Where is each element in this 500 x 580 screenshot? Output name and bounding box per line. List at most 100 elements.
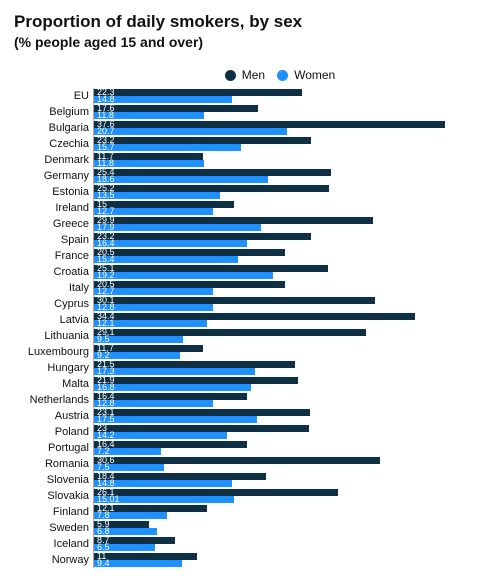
chart-row: Sweden5.96.8 — [14, 520, 486, 536]
bar-men: 23 — [94, 425, 309, 432]
bar-track: 30.67.5 — [94, 456, 486, 472]
chart-row: EU22.314.8 — [14, 88, 486, 104]
country-label: Finland — [14, 504, 94, 520]
bar-track: 20.515.4 — [94, 248, 486, 264]
bar-women: 17.3 — [94, 368, 255, 375]
bar-women: 12.7 — [94, 288, 213, 295]
legend-label-women: Women — [294, 68, 335, 82]
bar-men: 30.1 — [94, 297, 375, 304]
bar-women: 14.8 — [94, 480, 232, 487]
bar-men: 16.4 — [94, 441, 247, 448]
country-label: Lithuania — [14, 328, 94, 344]
bar-track: 25.213.5 — [94, 184, 486, 200]
country-label: Denmark — [14, 152, 94, 168]
value-women: 7.8 — [94, 512, 110, 519]
country-label: Czechia — [14, 136, 94, 152]
chart-row: Austria23.117.5 — [14, 408, 486, 424]
chart-row: Slovakia26.115.01 — [14, 488, 486, 504]
country-label: Slovakia — [14, 488, 94, 504]
bar-men: 29.9 — [94, 217, 373, 224]
value-women: 9.2 — [94, 352, 110, 359]
bar-women: 12.7 — [94, 208, 213, 215]
country-label: Luxembourg — [14, 344, 94, 360]
value-women: 6.8 — [94, 528, 110, 535]
page-subtitle: (% people aged 15 and over) — [14, 34, 486, 50]
value-women: 17.5 — [94, 416, 115, 423]
chart-row: Hungary21.517.3 — [14, 360, 486, 376]
bar-men: 20.5 — [94, 249, 285, 256]
country-label: Malta — [14, 376, 94, 392]
bar-men: 18.4 — [94, 473, 266, 480]
chart-row: Luxembourg11.79.2 — [14, 344, 486, 360]
chart-row: Belgium17.611.8 — [14, 104, 486, 120]
chart-row: Finland12.17.8 — [14, 504, 486, 520]
bar-track: 1512.7 — [94, 200, 486, 216]
chart-row: Slovenia18.414.8 — [14, 472, 486, 488]
bar-men: 37.6 — [94, 121, 445, 128]
chart-row: Poland2314.2 — [14, 424, 486, 440]
country-label: Hungary — [14, 360, 94, 376]
chart-row: Bulgaria37.620.7 — [14, 120, 486, 136]
value-women: 19.2 — [94, 272, 115, 279]
chart-row: Lithuania29.19.5 — [14, 328, 486, 344]
value-women: 7.2 — [94, 448, 110, 455]
bar-men: 23.2 — [94, 233, 311, 240]
bar-men: 22.3 — [94, 89, 302, 96]
bar-women: 14.8 — [94, 96, 232, 103]
bar-track: 34.412.1 — [94, 312, 486, 328]
chart-row: France20.515.4 — [14, 248, 486, 264]
bar-track: 17.611.8 — [94, 104, 486, 120]
chart-row: Netherlands16.412.8 — [14, 392, 486, 408]
bar-track: 16.47.2 — [94, 440, 486, 456]
bar-men: 25.1 — [94, 265, 328, 272]
bar-track: 2314.2 — [94, 424, 486, 440]
bar-men: 21.9 — [94, 377, 298, 384]
legend-label-men: Men — [242, 68, 265, 82]
country-label: Belgium — [14, 104, 94, 120]
value-women: 12.8 — [94, 304, 115, 311]
country-label: Spain — [14, 232, 94, 248]
bar-men: 29.1 — [94, 329, 366, 336]
bar-women: 12.8 — [94, 400, 213, 407]
bar-men: 23.1 — [94, 409, 310, 416]
value-women: 14.8 — [94, 480, 115, 487]
chart-row: Romania30.67.5 — [14, 456, 486, 472]
bar-women: 19.2 — [94, 272, 273, 279]
bar-men: 26.1 — [94, 489, 338, 496]
value-women: 13.5 — [94, 192, 115, 199]
bar-track: 11.79.2 — [94, 344, 486, 360]
value-women: 11.8 — [94, 112, 114, 119]
bar-women: 7.8 — [94, 512, 167, 519]
chart-row: Cyprus30.112.8 — [14, 296, 486, 312]
country-label: EU — [14, 88, 94, 104]
chart-row: Portugal16.47.2 — [14, 440, 486, 456]
chart-row: Germany25.418.6 — [14, 168, 486, 184]
chart-row: Ireland1512.7 — [14, 200, 486, 216]
bar-track: 25.119.2 — [94, 264, 486, 280]
value-women: 12.8 — [94, 400, 115, 407]
legend: Men Women — [14, 68, 486, 82]
bar-track: 12.17.8 — [94, 504, 486, 520]
country-label: Bulgaria — [14, 120, 94, 136]
country-label: Austria — [14, 408, 94, 424]
legend-dot-men — [225, 70, 236, 81]
bar-women: 6.8 — [94, 528, 157, 535]
value-women: 12.7 — [94, 288, 115, 295]
country-label: Latvia — [14, 312, 94, 328]
value-women: 12.7 — [94, 208, 115, 215]
value-women: 17.3 — [94, 368, 115, 375]
bar-women: 12.8 — [94, 304, 213, 311]
country-label: Ireland — [14, 200, 94, 216]
bar-women: 6.5 — [94, 544, 155, 551]
chart-row: Czechia23.215.7 — [14, 136, 486, 152]
bar-men: 11.7 — [94, 345, 203, 352]
bar-track: 23.117.5 — [94, 408, 486, 424]
bar-track: 37.620.7 — [94, 120, 486, 136]
bar-track: 22.314.8 — [94, 88, 486, 104]
bar-track: 25.418.6 — [94, 168, 486, 184]
country-label: Slovenia — [14, 472, 94, 488]
bar-track: 29.917.9 — [94, 216, 486, 232]
chart-row: Spain23.216.4 — [14, 232, 486, 248]
value-women: 16.8 — [94, 384, 115, 391]
country-label: Romania — [14, 456, 94, 472]
